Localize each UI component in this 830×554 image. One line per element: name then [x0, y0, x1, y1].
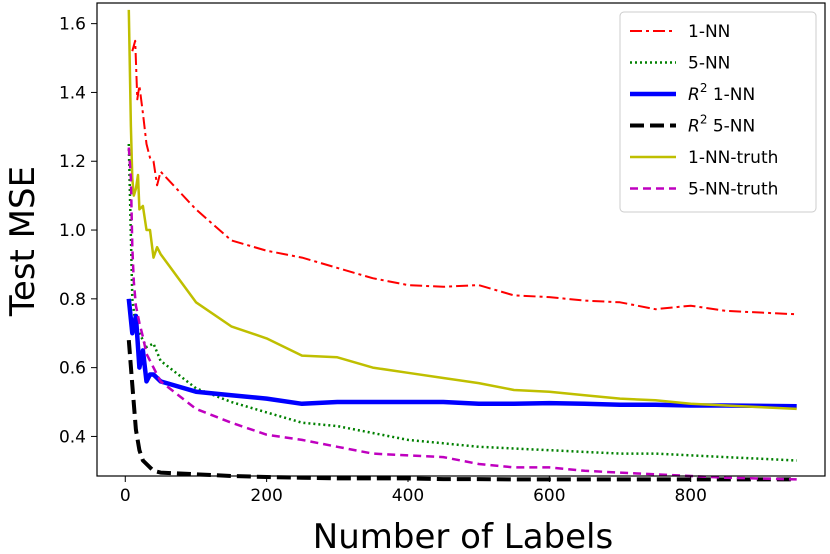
series-line-5 [127, 147, 797, 481]
legend-label: 5-NN [688, 54, 730, 74]
y-axis-title: Test MSE [3, 166, 43, 317]
x-tick-label: 0 [120, 486, 131, 506]
legend-label: 1-NN-truth [688, 148, 778, 168]
series-line-2 [126, 298, 797, 409]
legend-label: 1-NN [688, 22, 730, 42]
y-tick-label: 0.4 [59, 427, 86, 447]
plot-frame [96, 2, 826, 477]
y-tick-label: 0.6 [59, 359, 86, 379]
x-tick-label: 200 [250, 486, 282, 506]
legend-label: R2 1-NN [688, 81, 755, 105]
legend-label: 5-NN-truth [688, 180, 778, 200]
x-tick-label: 600 [533, 486, 565, 506]
y-tick-label: 0.8 [59, 290, 86, 310]
legend-label: R2 5-NN [688, 113, 755, 137]
series-line-0 [131, 39, 797, 316]
series-layer [126, 9, 797, 482]
x-tick-label: 800 [674, 486, 706, 506]
legend-box [619, 11, 817, 213]
y-axis: 0.4 0.6 0.8 1.0 1.2 1.4 1.6 [59, 15, 97, 447]
legend: 1-NN 5-NN R2 1-NN R2 5-NN 1-NN-truth 5-NN-tru… [619, 11, 817, 213]
series-line-3 [126, 339, 797, 482]
x-axis: 0 200 400 600 800 [120, 476, 707, 506]
x-axis-title: Number of Labels [313, 517, 613, 554]
y-tick-label: 1.0 [59, 221, 86, 241]
y-tick-label: 1.6 [59, 15, 86, 35]
y-tick-label: 1.4 [59, 83, 86, 103]
series-line-4 [127, 9, 797, 411]
x-tick-label: 400 [392, 486, 424, 506]
y-tick-label: 1.2 [59, 152, 86, 172]
